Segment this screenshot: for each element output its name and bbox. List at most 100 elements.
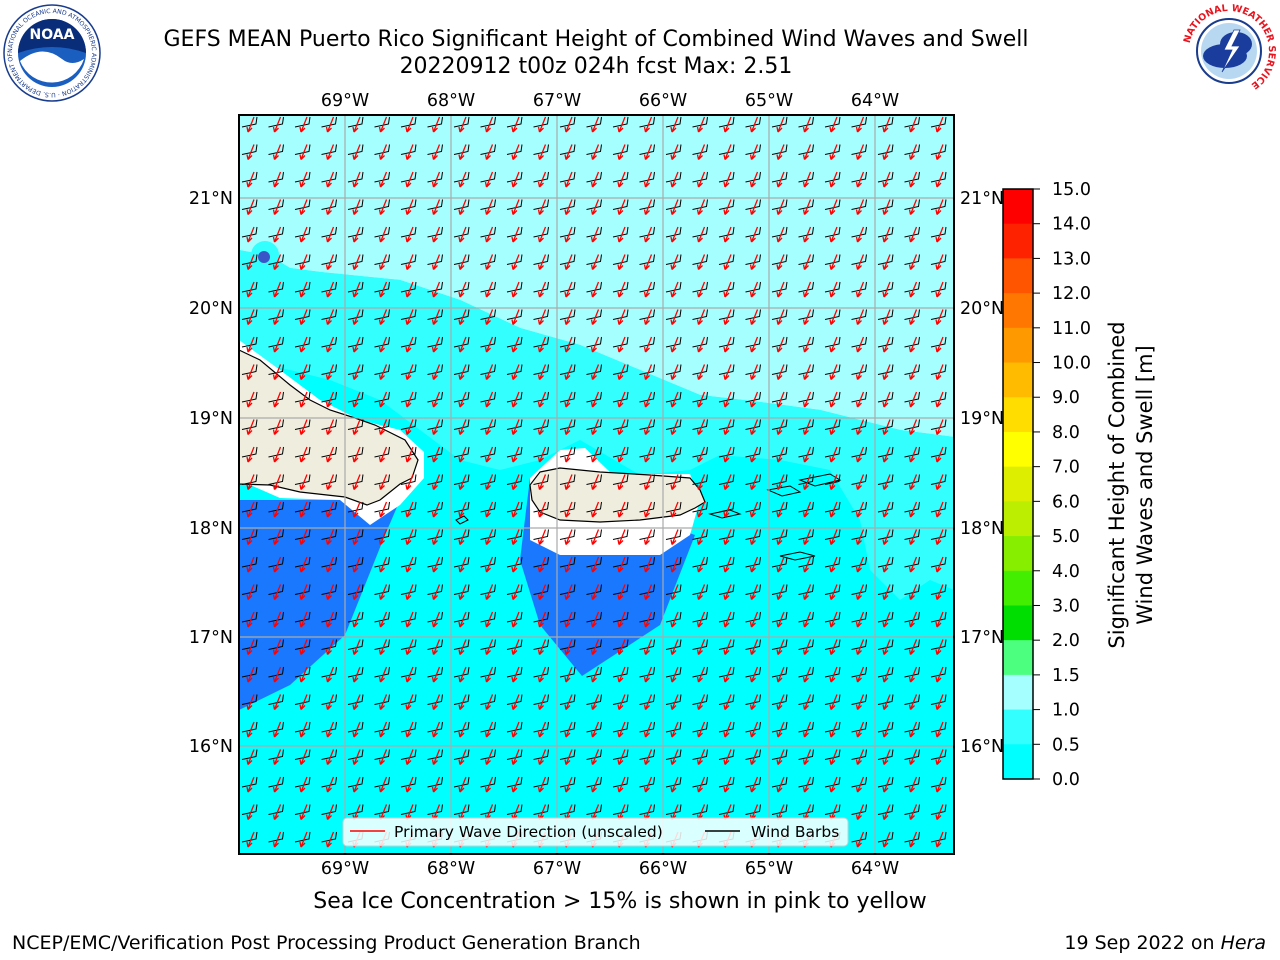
wave-direction-arrow bbox=[246, 364, 255, 380]
wind-barb bbox=[294, 639, 311, 650]
wave-direction-arrow bbox=[617, 446, 626, 463]
wind-barb bbox=[559, 611, 576, 623]
wave-direction-arrow bbox=[829, 749, 838, 765]
wind-barb bbox=[347, 611, 364, 623]
wave-direction-arrow bbox=[246, 199, 255, 215]
wave-direction-arrow bbox=[272, 144, 282, 160]
wind-barb bbox=[612, 144, 629, 155]
wind-barb bbox=[427, 804, 443, 815]
wind-barb bbox=[745, 199, 761, 210]
wave-direction-arrow bbox=[696, 694, 706, 710]
wave-direction-arrow bbox=[908, 336, 918, 353]
wave-direction-arrow bbox=[670, 776, 679, 793]
wind-barb bbox=[400, 474, 417, 485]
wind-barb bbox=[347, 309, 364, 320]
wind-barb bbox=[798, 556, 814, 568]
wave-direction-arrow bbox=[352, 529, 361, 545]
wind-barb bbox=[533, 584, 549, 595]
wave-direction-arrow bbox=[908, 144, 918, 160]
lat-label: 18°N bbox=[960, 519, 1004, 539]
wave-direction-arrow bbox=[749, 666, 759, 683]
wind-barb bbox=[374, 639, 390, 650]
wave-direction-arrow bbox=[352, 694, 361, 710]
wind-barb bbox=[374, 144, 390, 155]
wave-direction-arrow bbox=[405, 419, 414, 435]
wind-barb bbox=[639, 116, 655, 128]
wind-barb bbox=[665, 666, 682, 678]
wind-barb bbox=[586, 199, 602, 210]
wind-barb bbox=[294, 776, 311, 788]
wave-direction-arrow bbox=[776, 556, 785, 573]
wave-direction-arrow bbox=[299, 199, 308, 215]
wave-direction-arrow bbox=[617, 364, 626, 380]
nws-logo: NATIONAL WEATHER SERVICE bbox=[1181, 3, 1277, 99]
wave-direction-arrow bbox=[643, 309, 653, 325]
wind-barb bbox=[241, 226, 258, 238]
wave-direction-arrow bbox=[855, 116, 865, 133]
wind-barb bbox=[612, 116, 629, 128]
wave-direction-arrow bbox=[643, 199, 653, 215]
wave-direction-arrow bbox=[378, 584, 388, 600]
wave-direction-arrow bbox=[325, 611, 335, 628]
wind-barb bbox=[374, 749, 390, 760]
wind-barb bbox=[241, 419, 258, 430]
wave-direction-arrow bbox=[431, 556, 441, 573]
wind-barb bbox=[268, 529, 284, 540]
wind-barb bbox=[586, 721, 602, 733]
wind-barb bbox=[771, 364, 788, 375]
wind-barb bbox=[798, 474, 814, 485]
wave-direction-arrow bbox=[908, 474, 918, 490]
wave-direction-arrow bbox=[802, 639, 812, 655]
wind-barb bbox=[453, 776, 470, 788]
wave-direction-arrow bbox=[590, 501, 600, 518]
wave-direction-arrow bbox=[511, 776, 520, 793]
wave-direction-arrow bbox=[617, 144, 626, 160]
wave-direction-arrow bbox=[537, 336, 547, 353]
wave-direction-arrow bbox=[829, 199, 838, 215]
legend-barb-label: Wind Barbs bbox=[751, 823, 839, 841]
wave-direction-arrow bbox=[882, 611, 891, 628]
wind-barb bbox=[559, 584, 576, 595]
wave-direction-arrow bbox=[405, 474, 414, 490]
wind-barb bbox=[480, 419, 496, 430]
wave-direction-arrow bbox=[590, 776, 600, 793]
wind-barb bbox=[374, 556, 390, 568]
wind-barb bbox=[347, 281, 364, 293]
wave-direction-arrow bbox=[299, 721, 308, 738]
wave-direction-arrow bbox=[670, 584, 679, 600]
wave-direction-arrow bbox=[696, 749, 706, 765]
wave-direction-arrow bbox=[723, 694, 732, 710]
wind-barb bbox=[241, 529, 258, 540]
colorbar-band bbox=[1003, 362, 1033, 398]
colorbar-label-line1: Significant Height of Combined bbox=[1105, 321, 1129, 648]
wind-barb bbox=[533, 776, 549, 788]
wave-direction-arrow bbox=[908, 254, 918, 270]
wave-direction-arrow bbox=[537, 501, 547, 518]
wave-direction-arrow bbox=[776, 749, 785, 765]
wind-barb bbox=[506, 171, 523, 183]
wave-direction-arrow bbox=[458, 254, 467, 270]
wind-barb bbox=[400, 309, 417, 320]
wind-barb bbox=[480, 584, 496, 595]
wind-barb bbox=[294, 446, 311, 458]
wave-direction-arrow bbox=[749, 721, 759, 738]
colorbar-band bbox=[1003, 431, 1033, 468]
wave-direction-arrow bbox=[670, 721, 679, 738]
wind-barb bbox=[268, 144, 284, 155]
wave-direction-arrow bbox=[643, 611, 653, 628]
wave-direction-arrow bbox=[749, 226, 759, 243]
wind-barb bbox=[268, 391, 284, 403]
wind-barb bbox=[798, 584, 814, 595]
wind-barb bbox=[745, 584, 761, 595]
wave-direction-arrow bbox=[829, 529, 838, 545]
wave-direction-arrow bbox=[882, 391, 891, 408]
wind-barb bbox=[559, 474, 576, 485]
wave-direction-arrow bbox=[776, 776, 785, 793]
wind-barb bbox=[877, 804, 894, 815]
wave-direction-arrow bbox=[829, 171, 838, 188]
wave-direction-arrow bbox=[564, 391, 573, 408]
wave-direction-arrow bbox=[325, 419, 335, 435]
wind-barb bbox=[771, 529, 788, 540]
wave-direction-arrow bbox=[458, 364, 467, 380]
wave-direction-arrow bbox=[537, 474, 547, 490]
